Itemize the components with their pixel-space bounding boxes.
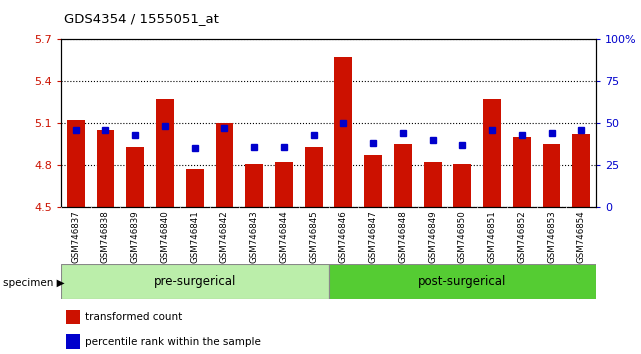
Text: GSM746839: GSM746839	[131, 210, 140, 263]
Bar	[513, 137, 531, 207]
Text: GSM746837: GSM746837	[71, 210, 80, 263]
Text: transformed count: transformed count	[85, 312, 182, 322]
Text: GSM746843: GSM746843	[250, 210, 259, 263]
Text: GDS4354 / 1555051_at: GDS4354 / 1555051_at	[64, 12, 219, 25]
Bar	[542, 144, 560, 207]
Bar	[246, 164, 263, 207]
Bar	[67, 120, 85, 207]
Bar	[61, 264, 328, 299]
Text: GSM746840: GSM746840	[160, 210, 169, 263]
Bar	[394, 144, 412, 207]
Bar	[275, 162, 293, 207]
Bar	[304, 147, 322, 207]
Text: GSM746847: GSM746847	[369, 210, 378, 263]
Text: GSM746841: GSM746841	[190, 210, 199, 263]
Bar	[186, 169, 204, 207]
Bar	[572, 134, 590, 207]
Text: GSM746846: GSM746846	[339, 210, 348, 263]
Bar	[97, 130, 115, 207]
Bar	[483, 99, 501, 207]
Bar	[66, 335, 79, 349]
Text: pre-surgerical: pre-surgerical	[153, 275, 236, 288]
Bar	[126, 147, 144, 207]
Text: percentile rank within the sample: percentile rank within the sample	[85, 337, 261, 347]
Bar	[328, 264, 596, 299]
Text: GSM746845: GSM746845	[309, 210, 318, 263]
Text: GSM746850: GSM746850	[458, 210, 467, 263]
Bar	[156, 99, 174, 207]
Text: GSM746848: GSM746848	[398, 210, 407, 263]
Bar	[66, 310, 79, 324]
Text: GSM746838: GSM746838	[101, 210, 110, 263]
Text: specimen ▶: specimen ▶	[3, 278, 65, 288]
Bar	[215, 123, 233, 207]
Text: GSM746854: GSM746854	[577, 210, 586, 263]
Bar	[364, 155, 382, 207]
Text: GSM746844: GSM746844	[279, 210, 288, 263]
Bar	[335, 57, 353, 207]
Text: GSM746849: GSM746849	[428, 210, 437, 263]
Text: post-surgerical: post-surgerical	[418, 275, 506, 288]
Text: GSM746851: GSM746851	[488, 210, 497, 263]
Text: GSM746853: GSM746853	[547, 210, 556, 263]
Text: GSM746852: GSM746852	[517, 210, 526, 263]
Bar	[424, 162, 442, 207]
Bar	[453, 164, 471, 207]
Text: GSM746842: GSM746842	[220, 210, 229, 263]
